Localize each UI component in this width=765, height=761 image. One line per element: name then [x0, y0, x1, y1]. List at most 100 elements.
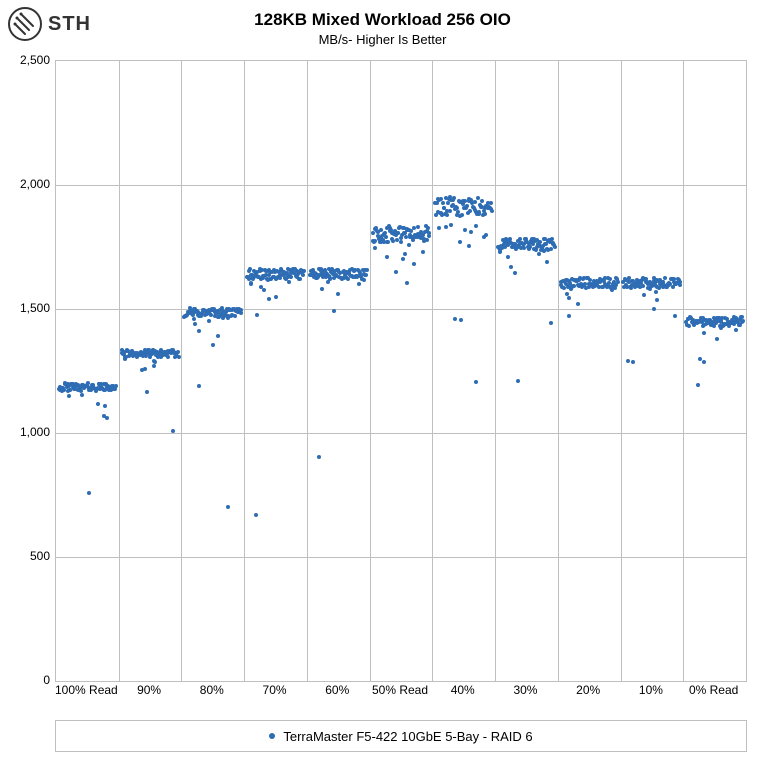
- gridline-vertical: [495, 61, 496, 681]
- scatter-point: [654, 290, 658, 294]
- x-tick-label: 90%: [137, 683, 161, 697]
- scatter-point: [233, 314, 237, 318]
- scatter-point: [474, 380, 478, 384]
- x-tick-label: 70%: [263, 683, 287, 697]
- scatter-point: [102, 414, 106, 418]
- scatter-point: [373, 246, 377, 250]
- scatter-point: [473, 200, 477, 204]
- y-tick-label: 2,500: [5, 53, 50, 67]
- scatter-point: [371, 231, 375, 235]
- scatter-point: [506, 255, 510, 259]
- scatter-point: [226, 316, 230, 320]
- scatter-point: [616, 280, 620, 284]
- scatter-point: [274, 295, 278, 299]
- scatter-point: [441, 201, 445, 205]
- scatter-point: [166, 355, 170, 359]
- scatter-point: [177, 355, 181, 359]
- scatter-point: [298, 277, 302, 281]
- scatter-point: [262, 288, 266, 292]
- scatter-point: [153, 360, 157, 364]
- scatter-point: [176, 350, 180, 354]
- scatter-point: [642, 293, 646, 297]
- scatter-point: [66, 389, 70, 393]
- scatter-point: [715, 337, 719, 341]
- scatter-point: [498, 250, 502, 254]
- scatter-point: [537, 252, 541, 256]
- chart-subtitle: MB/s- Higher Is Better: [0, 32, 765, 47]
- scatter-point: [267, 297, 271, 301]
- scatter-point: [476, 196, 480, 200]
- scatter-point: [465, 204, 469, 208]
- scatter-point: [114, 384, 118, 388]
- plot-area: [55, 60, 747, 682]
- scatter-point: [317, 455, 321, 459]
- scatter-point: [567, 314, 571, 318]
- scatter-point: [226, 505, 230, 509]
- gridline-vertical: [181, 61, 182, 681]
- scatter-point: [458, 240, 462, 244]
- scatter-point: [562, 286, 566, 290]
- scatter-point: [113, 387, 117, 391]
- gridline-vertical: [683, 61, 684, 681]
- scatter-point: [221, 316, 225, 320]
- scatter-point: [474, 224, 478, 228]
- scatter-point: [509, 265, 513, 269]
- scatter-point: [469, 230, 473, 234]
- scatter-point: [435, 201, 439, 205]
- scatter-point: [427, 234, 431, 238]
- scatter-point: [421, 250, 425, 254]
- gridline-vertical: [244, 61, 245, 681]
- scatter-point: [412, 226, 416, 230]
- scatter-point: [609, 286, 613, 290]
- scatter-point: [332, 309, 336, 313]
- x-tick-label: 0% Read: [689, 683, 738, 697]
- scatter-point: [384, 235, 388, 239]
- scatter-point: [416, 225, 420, 229]
- scatter-point: [445, 213, 449, 217]
- scatter-point: [301, 273, 305, 277]
- scatter-point: [565, 292, 569, 296]
- scatter-point: [365, 268, 369, 272]
- scatter-point: [460, 213, 464, 217]
- scatter-point: [412, 262, 416, 266]
- legend-label: TerraMaster F5-422 10GbE 5-Bay - RAID 6: [283, 729, 532, 744]
- scatter-point: [489, 201, 493, 205]
- y-tick-label: 2,000: [5, 177, 50, 191]
- chart-root: STH 128KB Mixed Workload 256 OIO MB/s- H…: [0, 0, 765, 761]
- scatter-point: [631, 360, 635, 364]
- gridline-vertical: [370, 61, 371, 681]
- gridline-horizontal: [56, 433, 746, 434]
- gridline-vertical: [432, 61, 433, 681]
- scatter-point: [211, 343, 215, 347]
- scatter-point: [467, 244, 471, 248]
- scatter-point: [484, 233, 488, 237]
- x-tick-label: 30%: [513, 683, 537, 697]
- x-tick-label: 80%: [200, 683, 224, 697]
- scatter-point: [626, 359, 630, 363]
- scatter-point: [289, 275, 293, 279]
- scatter-point: [394, 270, 398, 274]
- scatter-point: [207, 319, 211, 323]
- scatter-point: [87, 491, 91, 495]
- scatter-point: [678, 283, 682, 287]
- scatter-point: [522, 246, 526, 250]
- x-tick-label: 50% Read: [372, 683, 428, 697]
- scatter-point: [103, 404, 107, 408]
- scatter-point: [405, 281, 409, 285]
- scatter-point: [364, 273, 368, 277]
- y-tick-label: 500: [5, 549, 50, 563]
- scatter-point: [266, 278, 270, 282]
- scatter-point: [696, 383, 700, 387]
- scatter-point: [444, 225, 448, 229]
- scatter-point: [741, 319, 745, 323]
- gridline-vertical: [307, 61, 308, 681]
- scatter-point: [641, 284, 645, 288]
- legend: TerraMaster F5-422 10GbE 5-Bay - RAID 6: [55, 720, 747, 752]
- scatter-point: [401, 257, 405, 261]
- scatter-point: [171, 429, 175, 433]
- scatter-point: [320, 287, 324, 291]
- scatter-point: [302, 269, 306, 273]
- legend-marker-icon: [269, 733, 275, 739]
- scatter-point: [483, 212, 487, 216]
- scatter-point: [80, 393, 84, 397]
